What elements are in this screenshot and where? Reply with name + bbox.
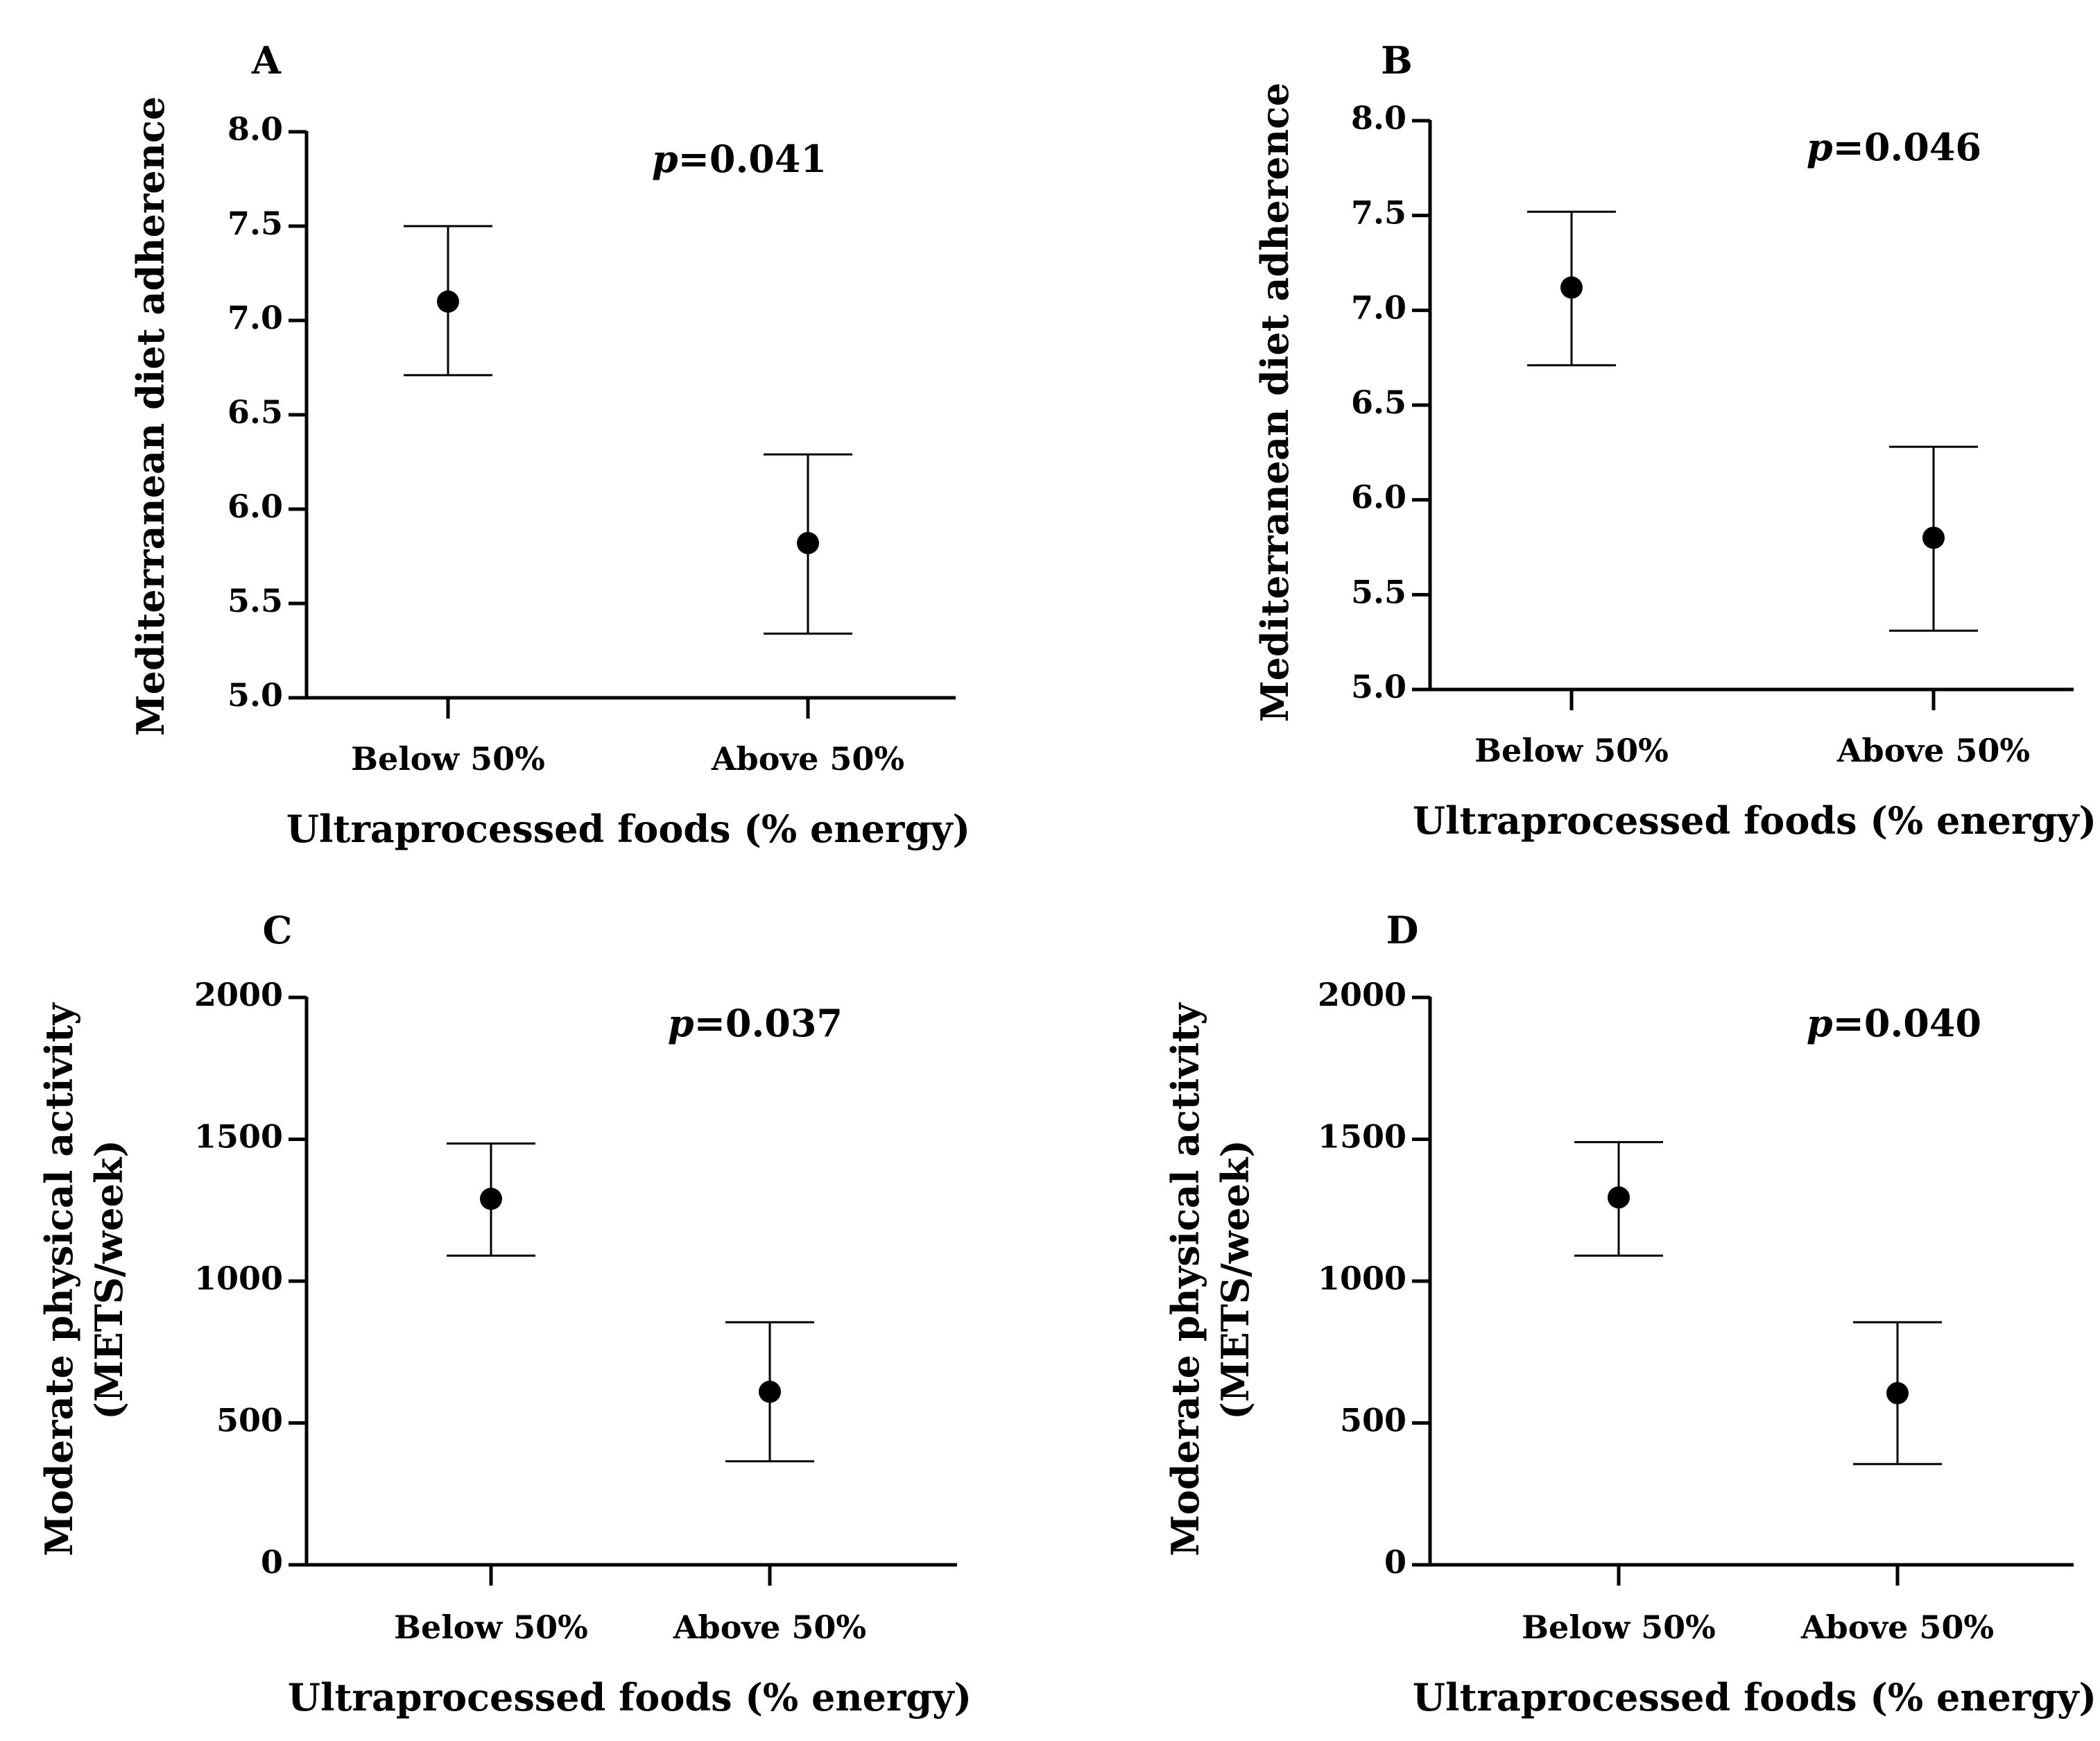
y-tick-label: 0 [261, 1543, 283, 1581]
y-tick-label: 500 [1340, 1402, 1406, 1439]
y-tick-label: 1500 [1318, 1118, 1406, 1156]
panel-label: B [1381, 38, 1413, 83]
y-tick-label: 1500 [194, 1118, 283, 1156]
y-axis-title: (METS/week) [87, 1140, 131, 1420]
panel-b: B 5.0 5.5 6.0 6.5 7.0 7.5 8.0 Below 50% Above 50%… [1253, 38, 2097, 843]
y-tick-label: 8.0 [1351, 99, 1406, 137]
data-point [1608, 1186, 1630, 1209]
x-axis-title: Ultraprocessed foods (% energy) [286, 807, 970, 851]
y-tick-label: 6.5 [1351, 384, 1406, 421]
p-value-text: =0.041 [678, 137, 827, 181]
y-axis-title: Mediterranean diet adherence [1253, 83, 1297, 722]
panel-d: D 0 500 1000 1500 2000 Below 50% Above 50% Ultra… [1163, 908, 2097, 1719]
panel-a: A 5.0 5.5 6.0 6.5 7.0 7.5 8.0 Below 50% Above 50%… [128, 38, 970, 851]
data-point [1560, 276, 1583, 299]
p-value-italic: p [1807, 125, 1833, 169]
data-point [1886, 1382, 1909, 1405]
y-tick-label: 1000 [194, 1260, 283, 1297]
x-tick-label: Below 50% [394, 1609, 588, 1646]
x-tick-label: Above 50% [1836, 732, 2030, 769]
y-axis-title: Mediterranean diet adherence [128, 96, 173, 736]
y-tick-label: 2000 [194, 976, 283, 1013]
y-tick-label: 1000 [1318, 1260, 1406, 1297]
y-tick-label: 2000 [1318, 976, 1406, 1013]
y-tick-label: 5.5 [227, 582, 283, 619]
data-point [797, 531, 819, 554]
y-tick-label: 6.0 [1351, 479, 1406, 516]
panel-label: D [1386, 908, 1419, 952]
y-axis-title: (METS/week) [1213, 1140, 1257, 1420]
y-tick-label: 6.0 [227, 488, 283, 525]
x-axis-title: Ultraprocessed foods (% energy) [288, 1675, 972, 1719]
panel-label: A [251, 38, 282, 83]
y-tick-label: 5.0 [1351, 668, 1406, 705]
p-value-annotation: p=0.040 [1807, 1001, 1981, 1045]
y-tick-label: 8.0 [227, 110, 283, 148]
p-value-italic: p [652, 137, 678, 181]
p-value-annotation: p=0.041 [652, 137, 827, 181]
panel-c: C 0 500 1000 1500 2000 Below 50% Above 50% Ultra… [37, 908, 972, 1719]
x-tick-label: Below 50% [1474, 732, 1669, 769]
y-tick-label: 5.0 [227, 676, 283, 714]
y-axis-title: Moderate physical activity [37, 1002, 81, 1556]
x-axis-title: Ultraprocessed foods (% energy) [1413, 1675, 2097, 1719]
y-tick-label: 5.5 [1351, 573, 1406, 610]
y-tick-label: 7.0 [1351, 289, 1406, 326]
x-tick-label: Above 50% [1800, 1609, 1994, 1646]
y-tick-label: 7.5 [1351, 194, 1406, 232]
y-tick-label: 7.0 [227, 299, 283, 336]
p-value-text: =0.037 [694, 1001, 843, 1045]
x-tick-label: Above 50% [711, 740, 904, 778]
y-tick-label: 6.5 [227, 393, 283, 431]
p-value-annotation: p=0.037 [668, 1001, 843, 1045]
panel-label: C [263, 908, 293, 952]
y-tick-label: 7.5 [227, 205, 283, 242]
p-value-italic: p [668, 1001, 694, 1045]
data-point [759, 1380, 781, 1403]
y-tick-label: 0 [1384, 1543, 1406, 1581]
p-value-text: =0.040 [1833, 1001, 1981, 1045]
data-point [480, 1187, 502, 1210]
x-tick-label: Below 50% [351, 740, 545, 778]
x-tick-label: Below 50% [1522, 1609, 1716, 1646]
p-value-text: =0.046 [1833, 125, 1981, 169]
p-value-italic: p [1807, 1001, 1833, 1045]
y-axis-title: Moderate physical activity [1163, 1002, 1207, 1556]
y-tick-label: 500 [216, 1402, 283, 1439]
p-value-annotation: p=0.046 [1807, 125, 1981, 169]
x-tick-label: Above 50% [673, 1609, 866, 1646]
data-point [1922, 526, 1945, 549]
x-axis-title: Ultraprocessed foods (% energy) [1413, 798, 2097, 843]
data-point [437, 290, 459, 313]
